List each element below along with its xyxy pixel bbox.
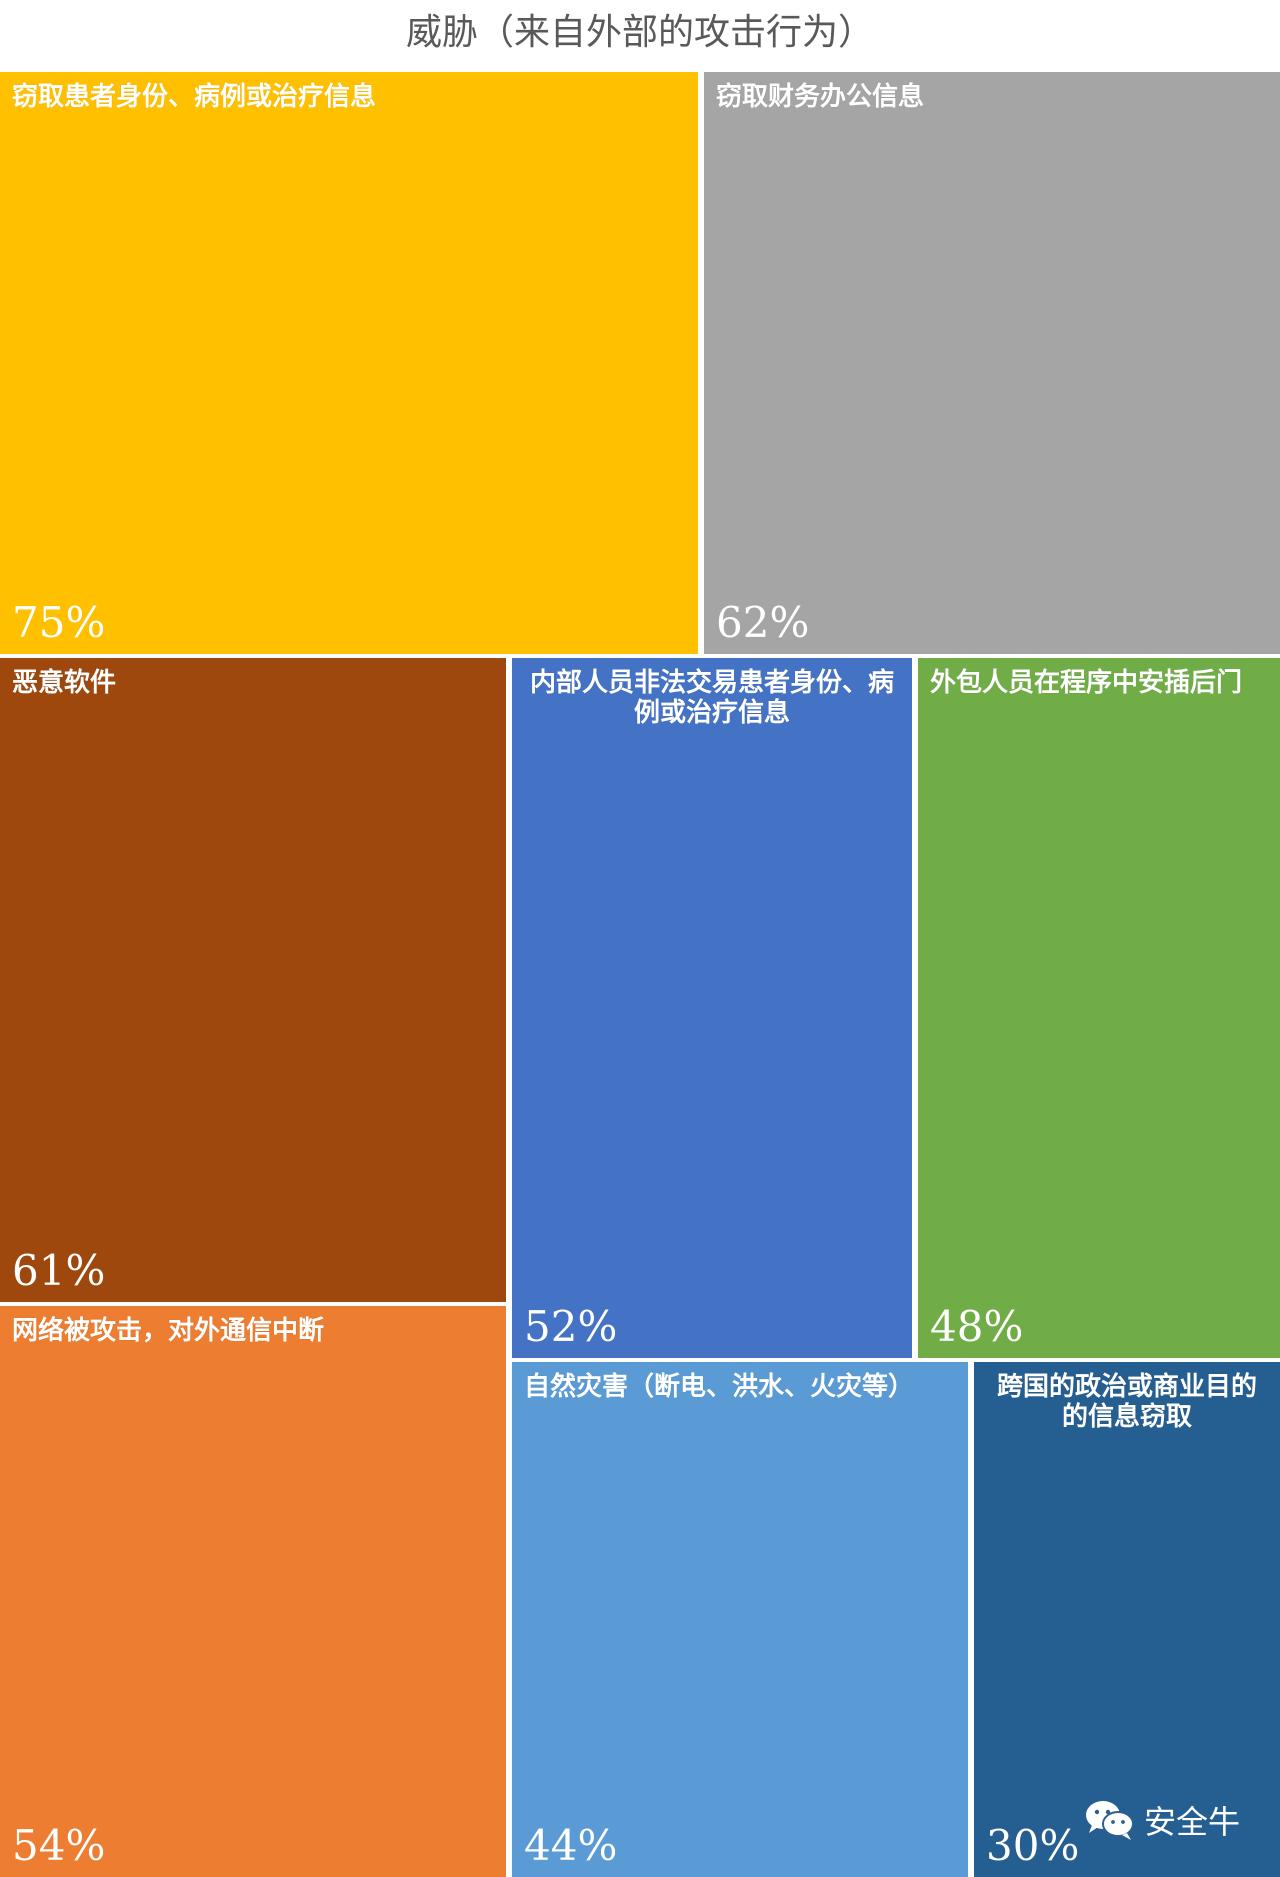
watermark: 安全牛	[1084, 1797, 1240, 1843]
treemap-tile-label: 恶意软件	[12, 668, 117, 698]
treemap-tile-label: 跨国的政治或商业目的的信息窃取	[996, 1372, 1257, 1432]
treemap-tile-value: 30%	[986, 1821, 1080, 1870]
treemap-tile-label: 自然灾害（断电、洪水、火灾等）	[524, 1372, 915, 1402]
treemap-tile-value: 44%	[524, 1821, 618, 1870]
wechat-icon	[1085, 1801, 1134, 1840]
watermark-text: 安全牛	[1143, 1803, 1240, 1841]
treemap-tile: 窃取财务办公信息 62%	[704, 72, 1280, 654]
treemap-tile-value: 54%	[12, 1821, 106, 1870]
treemap-tile: 外包人员在程序中安插后门 48%	[918, 658, 1280, 1358]
treemap-tile: 自然灾害（断电、洪水、火灾等） 44%	[512, 1362, 968, 1877]
treemap-tile-label: 窃取财务办公信息	[716, 82, 925, 112]
treemap-tile: 跨国的政治或商业目的的信息窃取 30%	[974, 1362, 1280, 1877]
treemap-tile: 恶意软件 61%	[0, 658, 506, 1302]
treemap-tile: 窃取患者身份、病例或治疗信息 75%	[0, 72, 698, 654]
treemap-tile-value: 52%	[524, 1302, 618, 1351]
treemap-tile: 内部人员非法交易患者身份、病例或治疗信息 52%	[512, 658, 912, 1358]
treemap-tile: 网络被攻击，对外通信中断 54%	[0, 1306, 506, 1877]
chart-title: 威胁（来自外部的攻击行为）	[405, 12, 874, 53]
treemap-tile-label: 外包人员在程序中安插后门	[930, 668, 1243, 698]
treemap-tile-value: 75%	[12, 598, 106, 647]
treemap-tile-value: 48%	[930, 1302, 1024, 1351]
treemap-tile-label: 网络被攻击，对外通信中断	[12, 1316, 325, 1346]
treemap-tile-value: 61%	[12, 1246, 106, 1295]
treemap-tile-label: 窃取患者身份、病例或治疗信息	[12, 82, 377, 112]
treemap-tile-label: 内部人员非法交易患者身份、病例或治疗信息	[529, 668, 894, 728]
treemap-tile-value: 62%	[716, 598, 810, 647]
